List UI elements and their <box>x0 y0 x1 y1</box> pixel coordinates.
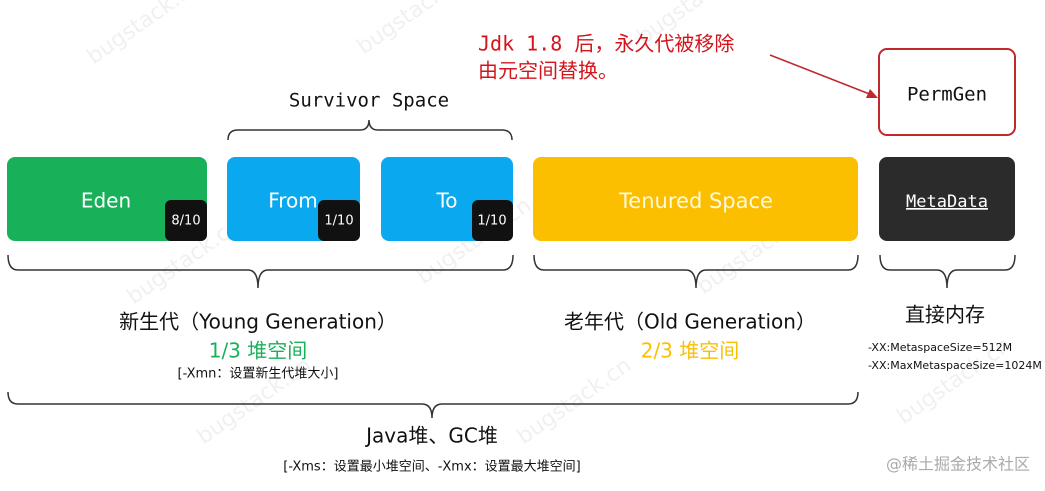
box-label: From <box>268 189 318 213</box>
permgen-box <box>878 48 1016 136</box>
annotation: 由元空间替换。 <box>478 59 618 83</box>
direct-param: -XX:MaxMetaspaceSize=1024M <box>868 359 1042 372</box>
box-label: MetaData <box>906 192 988 212</box>
ratio: 1/10 <box>477 214 506 229</box>
credit: @稀土掘金技术社区 <box>886 455 1030 474</box>
brace <box>7 254 514 289</box>
young-share: 1/3 堆空间 <box>209 339 308 363</box>
brace <box>7 391 859 419</box>
ratio: 1/10 <box>324 214 353 229</box>
heap-param: [-Xms：设置最小堆空间、-Xmx：设置最大堆空间] <box>283 460 580 475</box>
watermark: bugstack.cn <box>353 0 477 60</box>
brace <box>227 119 513 141</box>
ratio-badge <box>472 200 513 241</box>
ratio: 8/10 <box>171 214 200 229</box>
direct-param: -XX:MetaspaceSize=512M <box>868 341 1012 354</box>
brace <box>533 254 859 289</box>
ratio-badge <box>318 200 360 241</box>
box-label: PermGen <box>907 84 987 106</box>
eden-box <box>7 157 207 241</box>
young-param: [-Xmn：设置新生代堆大小] <box>178 366 339 382</box>
heap-title: Java堆、GC堆 <box>364 424 498 448</box>
young-title: 新生代（Young Generation） <box>119 310 397 334</box>
brace <box>879 254 1016 289</box>
box-label: To <box>435 189 457 213</box>
watermark: bugstack.cn <box>83 0 207 70</box>
ratio-badge <box>165 200 207 241</box>
arrow <box>769 54 873 96</box>
direct-title: 直接内存 <box>905 303 985 327</box>
box-label: Eden <box>81 189 131 213</box>
watermark: bugstack.cn <box>513 353 637 450</box>
old-title: 老年代（Old Generation） <box>564 310 816 334</box>
metadata-box <box>879 157 1015 241</box>
box-label: Tenured Space <box>618 189 773 213</box>
annotation: Jdk 1.8 后，永久代被移除 <box>478 32 734 56</box>
survivor-label: Survivor Space <box>289 90 449 112</box>
old-share: 2/3 堆空间 <box>641 339 740 363</box>
tenured-box <box>533 157 858 241</box>
arrow-head <box>866 89 878 98</box>
